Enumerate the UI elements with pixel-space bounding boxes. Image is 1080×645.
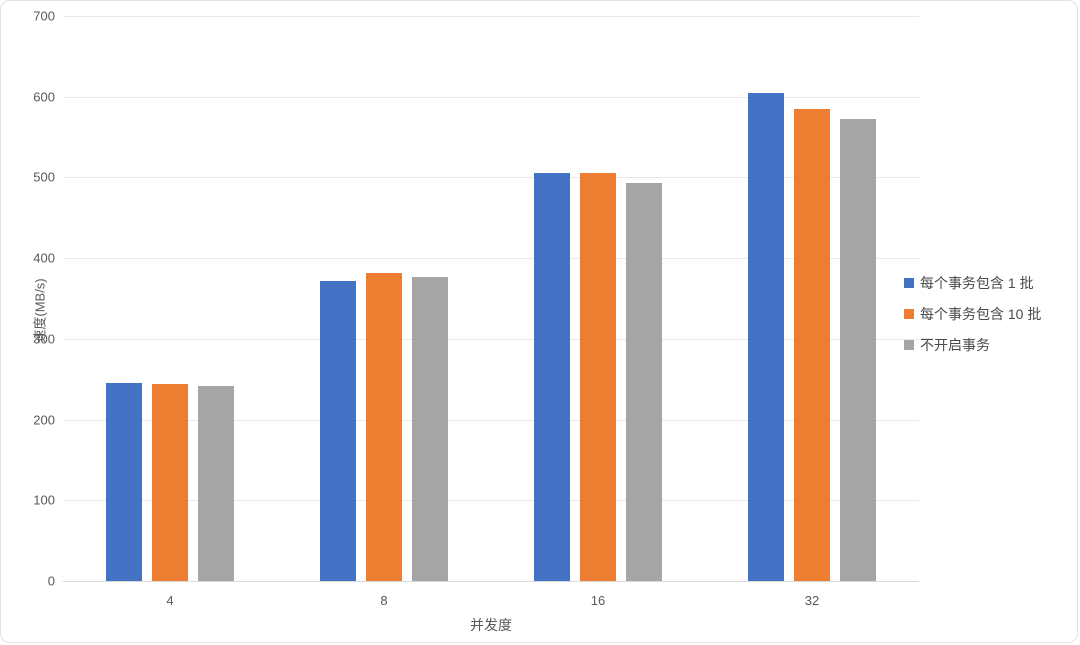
- gridline: [63, 500, 919, 502]
- y-tick-label: 600: [33, 89, 55, 105]
- gridline: [63, 258, 919, 260]
- legend-swatch-icon: [904, 340, 914, 350]
- x-tick-label: 32: [804, 593, 820, 608]
- y-tick-label: 100: [33, 492, 55, 508]
- bar-series-2-cat-32: [840, 118, 876, 581]
- x-axis-title: 并发度: [470, 617, 512, 633]
- y-axis-title: 速度(MB/s): [32, 278, 48, 343]
- y-tick-label: 700: [33, 8, 55, 24]
- y-tick-label: 200: [33, 412, 55, 428]
- gridline: [63, 419, 919, 421]
- x-axis-baseline: [63, 581, 919, 582]
- y-tick-label: 400: [33, 250, 55, 266]
- legend-label: 不开启事务: [920, 337, 990, 353]
- x-tick-label: 8: [380, 593, 388, 608]
- bar-series-1-cat-32: [794, 108, 830, 581]
- bar-series-2-cat-8: [412, 276, 448, 581]
- gridline: [63, 177, 919, 179]
- y-tick-label: 300: [33, 331, 55, 347]
- bar-series-0-cat-16: [534, 173, 570, 581]
- legend-item-2: 不开启事务: [904, 335, 1041, 355]
- bar-series-2-cat-16: [626, 183, 662, 581]
- legend-item-1: 每个事务包含 10 批: [904, 304, 1041, 324]
- bar-series-1-cat-16: [580, 173, 616, 581]
- bar-series-0-cat-32: [748, 92, 784, 581]
- legend-label: 每个事务包含 10 批: [920, 306, 1042, 322]
- bar-series-1-cat-8: [366, 272, 402, 581]
- gridline: [63, 96, 919, 98]
- legend-swatch-icon: [904, 309, 914, 319]
- bar-series-1-cat-4: [152, 384, 188, 581]
- bar-series-0-cat-8: [320, 280, 356, 581]
- legend-swatch-icon: [904, 278, 914, 288]
- y-tick-label: 500: [33, 169, 55, 185]
- gridline: [63, 338, 919, 340]
- x-tick-label: 4: [166, 593, 174, 608]
- legend: 每个事务包含 1 批每个事务包含 10 批不开启事务: [904, 273, 1041, 355]
- x-tick-label: 16: [590, 593, 606, 608]
- gridline: [63, 16, 919, 17]
- legend-label: 每个事务包含 1 批: [920, 275, 1034, 291]
- legend-item-0: 每个事务包含 1 批: [904, 273, 1041, 293]
- bar-series-2-cat-4: [198, 386, 234, 581]
- bar-series-0-cat-4: [106, 383, 142, 581]
- y-tick-label: 0: [47, 573, 55, 589]
